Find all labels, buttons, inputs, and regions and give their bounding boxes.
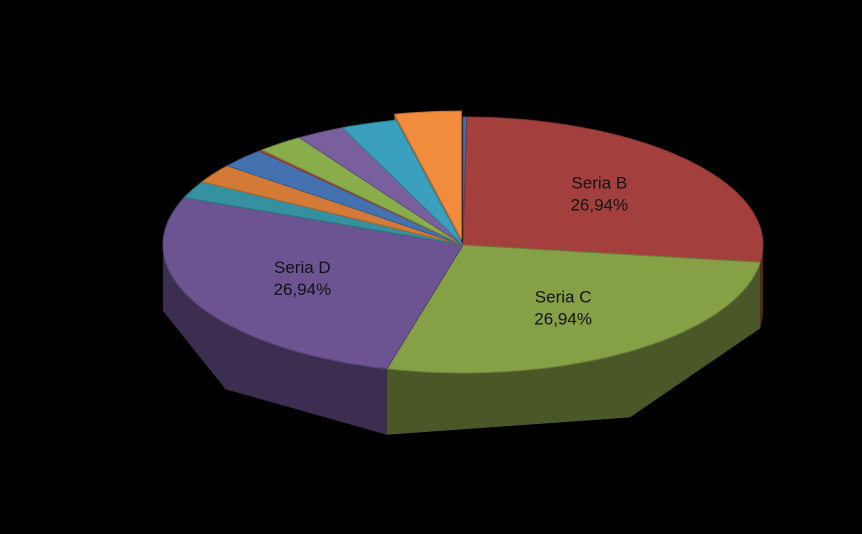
slice: [162, 197, 464, 370]
slice-side: [760, 245, 763, 329]
slice: [183, 181, 464, 246]
slice: [226, 150, 464, 246]
slice-value-label: 26,94%: [534, 309, 592, 328]
slice-side: [163, 245, 387, 435]
slice: [341, 119, 464, 246]
slice-value-label: 26,94%: [570, 195, 628, 214]
slice-label: Seria B: [571, 173, 627, 192]
slice: [200, 165, 464, 246]
slice: [260, 137, 464, 246]
slice-label: Seria D: [274, 258, 331, 277]
slice: [462, 116, 764, 263]
slice: [393, 110, 462, 240]
slice: [386, 244, 761, 374]
slice-value-label: 26,94%: [274, 280, 332, 299]
slice-side: [386, 262, 761, 435]
slice-label: Seria C: [535, 287, 592, 306]
slice: [298, 127, 464, 246]
